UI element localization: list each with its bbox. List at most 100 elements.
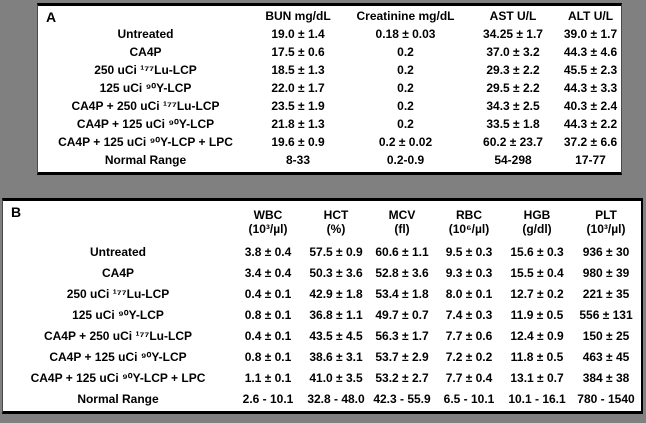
value-cell: 15.5 ± 0.4 — [510, 265, 564, 280]
column-name: PLT — [595, 207, 617, 222]
column-header: HGB (g/dl) — [503, 203, 571, 241]
value-cell: 556 ± 131 — [579, 307, 633, 322]
value-cell: 12.4 ± 0.9 — [510, 328, 564, 343]
row-label: CA4P — [129, 45, 162, 59]
value-cell: 150 ± 25 — [582, 328, 630, 343]
value-cell: 19.0 ± 1.4 — [271, 27, 325, 41]
value-cell: 2.6 - 10.1 — [242, 391, 294, 406]
column-header: WBC (10³/µl) — [233, 203, 303, 241]
value-cell: 0.2 — [397, 99, 414, 113]
value-cell: 7.4 ± 0.3 — [445, 307, 493, 322]
table-row: 125 uCi ⁹⁰Y-LCP 22.0 ± 1.7 0.2 29.5 ± 2.2 44… — [38, 79, 623, 97]
table-row: CA4P + 125 uCi ⁹⁰Y-LCP 0.8 ± 0.1 38.6 ± 3.… — [3, 346, 641, 367]
value-cell: 29.3 ± 2.2 — [486, 63, 540, 77]
value-cell: 0.2-0.9 — [386, 153, 425, 167]
value-cell: 0.8 ± 0.1 — [244, 307, 292, 322]
value-cell: 780 - 1540 — [577, 391, 635, 406]
value-cell: 0.2 — [397, 117, 414, 131]
table-row: CA4P + 250 uCi ¹⁷⁷Lu-LCP 0.4 ± 0.1 43.5 ± … — [3, 325, 641, 346]
column-unit: (fl) — [394, 222, 410, 236]
row-label: CA4P + 125 uCi ⁹⁰Y-LCP — [76, 117, 215, 131]
column-name: HGB — [523, 207, 551, 222]
value-cell: 3.4 ± 0.4 — [244, 265, 292, 280]
column-header: RBC (10⁶/µl) — [435, 203, 503, 241]
value-cell: 9.3 ± 0.3 — [445, 265, 493, 280]
row-label: CA4P + 125 uCi ⁹⁰Y-LCP + LPC — [58, 135, 233, 149]
value-cell: 36.8 ± 1.1 — [309, 307, 363, 322]
value-cell: 60.6 ± 1.1 — [375, 244, 429, 259]
value-cell: 29.5 ± 2.2 — [486, 81, 540, 95]
value-cell: 0.2 — [397, 81, 414, 95]
row-label: Untreated — [117, 27, 174, 41]
value-cell: 980 ± 39 — [582, 265, 630, 280]
row-label: 250 uCi ¹⁷⁷Lu-LCP — [66, 286, 170, 301]
panel-a-label: A — [46, 9, 57, 25]
value-cell: 10.1 - 16.1 — [508, 391, 566, 406]
row-label: Normal Range — [104, 153, 187, 167]
value-cell: 49.7 ± 0.7 — [375, 307, 429, 322]
serum-chemistry-table: BUN mg/dL Creatinine mg/dL AST U/L ALT U/L … — [38, 7, 623, 169]
column-unit: (g/dl) — [522, 222, 552, 236]
value-cell: 44.3 ± 4.6 — [563, 45, 618, 59]
column-unit: (10³/µl) — [586, 222, 626, 236]
value-cell: 38.6 ± 3.1 — [309, 349, 363, 364]
value-cell: 9.5 ± 0.3 — [445, 244, 493, 259]
value-cell: 7.7 ± 0.4 — [445, 370, 493, 385]
row-label: 250 uCi ¹⁷⁷Lu-LCP — [94, 63, 197, 77]
value-cell: 37.2 ± 6.6 — [563, 135, 618, 149]
row-label: 125 uCi ⁹⁰Y-LCP — [99, 81, 192, 95]
column-header: Creatinine mg/dL — [356, 9, 455, 23]
value-cell: 463 ± 45 — [582, 349, 630, 364]
value-cell: 15.6 ± 0.3 — [510, 244, 564, 259]
value-cell: 56.3 ± 1.7 — [375, 328, 429, 343]
row-label-column-header — [38, 7, 253, 25]
value-cell: 384 ± 38 — [582, 370, 630, 385]
table-row: Untreated 3.8 ± 0.4 57.5 ± 0.9 60.6 ± 1.1 9.… — [3, 241, 641, 262]
table-row: 250 uCi ¹⁷⁷Lu-LCP 0.4 ± 0.1 42.9 ± 1.8 53.4… — [3, 283, 641, 304]
row-label: CA4P + 250 uCi ¹⁷⁷Lu-LCP — [71, 99, 220, 113]
table-row: CA4P 17.5 ± 0.6 0.2 37.0 ± 3.2 44.3 ± 4.6 — [38, 43, 623, 61]
value-cell: 12.7 ± 0.2 — [510, 286, 564, 301]
value-cell: 17.5 ± 0.6 — [271, 45, 325, 59]
column-header: MCV (fl) — [369, 203, 435, 241]
value-cell: 50.3 ± 3.6 — [309, 265, 363, 280]
row-label: CA4P + 125 uCi ⁹⁰Y-LCP + LPC — [30, 370, 206, 385]
hematology-table: WBC (10³/µl) HCT (%) MCV (fl) RBC (10⁶/µl) HGB (g… — [3, 203, 641, 409]
value-cell: 18.5 ± 1.3 — [271, 63, 325, 77]
table-row: Untreated 19.0 ± 1.4 0.18 ± 0.03 34.25 ± 1.… — [38, 25, 623, 43]
column-header: BUN mg/dL — [265, 9, 331, 23]
value-cell: 6.5 - 10.1 — [443, 391, 495, 406]
value-cell: 54-298 — [494, 153, 532, 167]
value-cell: 42.9 ± 1.8 — [309, 286, 363, 301]
value-cell: 21.8 ± 1.3 — [271, 117, 325, 131]
value-cell: 34.3 ± 2.5 — [486, 99, 540, 113]
value-cell: 53.7 ± 2.9 — [375, 349, 429, 364]
value-cell: 43.5 ± 4.5 — [309, 328, 363, 343]
value-cell: 19.6 ± 0.9 — [271, 135, 325, 149]
value-cell: 13.1 ± 0.7 — [510, 370, 564, 385]
table-row: CA4P 3.4 ± 0.4 50.3 ± 3.6 52.8 ± 3.6 9.3 ± 0… — [3, 262, 641, 283]
table-a-body: Untreated 19.0 ± 1.4 0.18 ± 0.03 34.25 ± 1.… — [38, 25, 623, 169]
value-cell: 57.5 ± 0.9 — [309, 244, 363, 259]
panel-a-serum-chemistry: A BUN mg/dL Creatinine mg/dL AST U/L ALT U/… — [37, 3, 622, 175]
column-unit: (%) — [326, 222, 346, 236]
row-label: 125 uCi ⁹⁰Y-LCP — [72, 307, 164, 322]
value-cell: 221 ± 35 — [582, 286, 630, 301]
value-cell: 22.0 ± 1.7 — [271, 81, 325, 95]
value-cell: 0.8 ± 0.1 — [244, 349, 292, 364]
row-label: Untreated — [89, 244, 146, 259]
column-header: ALT U/L — [567, 9, 614, 23]
value-cell: 34.25 ± 1.7 — [483, 27, 543, 41]
value-cell: 8.0 ± 0.1 — [445, 286, 493, 301]
value-cell: 44.3 ± 2.2 — [563, 117, 618, 131]
value-cell: 7.7 ± 0.6 — [445, 328, 493, 343]
value-cell: 41.0 ± 3.5 — [309, 370, 363, 385]
column-name: HCT — [323, 207, 349, 222]
row-label: Normal Range — [77, 391, 159, 406]
row-label: CA4P — [101, 265, 134, 280]
value-cell: 0.2 ± 0.02 — [378, 135, 433, 149]
table-row: CA4P + 125 uCi ⁹⁰Y-LCP + LPC 1.1 ± 0.1 41.… — [3, 367, 641, 388]
value-cell: 39.0 ± 1.7 — [563, 27, 618, 41]
value-cell: 17-77 — [575, 153, 606, 167]
